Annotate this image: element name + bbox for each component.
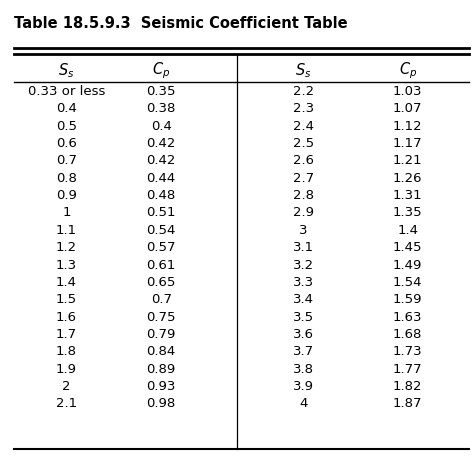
- Text: 0.6: 0.6: [56, 137, 77, 150]
- Text: 1.1: 1.1: [56, 224, 77, 237]
- Text: 0.75: 0.75: [146, 311, 176, 324]
- Text: 2.3: 2.3: [293, 102, 314, 115]
- Text: 1.49: 1.49: [393, 259, 422, 271]
- Text: 0.65: 0.65: [146, 276, 176, 289]
- Text: $\mathit{S_s}$: $\mathit{S_s}$: [295, 62, 311, 80]
- Text: 3: 3: [299, 224, 308, 237]
- Text: 1.31: 1.31: [393, 189, 422, 202]
- Text: 0.42: 0.42: [146, 154, 176, 167]
- Text: 2.8: 2.8: [293, 189, 314, 202]
- Text: 0.79: 0.79: [146, 328, 176, 341]
- Text: 4: 4: [299, 398, 308, 410]
- Text: 2.6: 2.6: [293, 154, 314, 167]
- Text: 2.9: 2.9: [293, 207, 314, 219]
- Text: 1.82: 1.82: [393, 380, 422, 393]
- Text: 1.63: 1.63: [393, 311, 422, 324]
- Text: 2.4: 2.4: [293, 120, 314, 133]
- Text: 3.8: 3.8: [293, 363, 314, 376]
- Text: 1: 1: [62, 207, 71, 219]
- Text: 0.61: 0.61: [146, 259, 176, 271]
- Text: 0.54: 0.54: [146, 224, 176, 237]
- Text: 0.4: 0.4: [151, 120, 172, 133]
- Text: 0.33 or less: 0.33 or less: [27, 85, 105, 98]
- Text: 0.48: 0.48: [146, 189, 176, 202]
- Text: 1.17: 1.17: [393, 137, 422, 150]
- Text: 1.7: 1.7: [56, 328, 77, 341]
- Text: 1.35: 1.35: [393, 207, 422, 219]
- Text: 0.38: 0.38: [146, 102, 176, 115]
- Text: 0.7: 0.7: [151, 293, 172, 306]
- Text: 0.57: 0.57: [146, 241, 176, 254]
- Text: 3.6: 3.6: [293, 328, 314, 341]
- Text: 0.93: 0.93: [146, 380, 176, 393]
- Text: 2.1: 2.1: [56, 398, 77, 410]
- Text: 0.84: 0.84: [146, 345, 176, 358]
- Text: 1.26: 1.26: [393, 172, 422, 185]
- Text: 3.9: 3.9: [293, 380, 314, 393]
- Text: 1.77: 1.77: [393, 363, 422, 376]
- Text: 2.2: 2.2: [293, 85, 314, 98]
- Text: 1.5: 1.5: [56, 293, 77, 306]
- Text: 1.9: 1.9: [56, 363, 77, 376]
- Text: 1.59: 1.59: [393, 293, 422, 306]
- Text: 0.89: 0.89: [146, 363, 176, 376]
- Text: 0.5: 0.5: [56, 120, 77, 133]
- Text: 1.8: 1.8: [56, 345, 77, 358]
- Text: 1.21: 1.21: [393, 154, 422, 167]
- Text: 2.5: 2.5: [293, 137, 314, 150]
- Text: 1.07: 1.07: [393, 102, 422, 115]
- Text: 0.35: 0.35: [146, 85, 176, 98]
- Text: 3.3: 3.3: [293, 276, 314, 289]
- Text: 0.44: 0.44: [146, 172, 176, 185]
- Text: 0.9: 0.9: [56, 189, 77, 202]
- Text: 1.03: 1.03: [393, 85, 422, 98]
- Text: $\mathit{C_p}$: $\mathit{C_p}$: [152, 60, 170, 81]
- Text: 0.7: 0.7: [56, 154, 77, 167]
- Text: 0.51: 0.51: [146, 207, 176, 219]
- Text: 1.87: 1.87: [393, 398, 422, 410]
- Text: 1.4: 1.4: [397, 224, 418, 237]
- Text: 3.1: 3.1: [293, 241, 314, 254]
- Text: 2: 2: [62, 380, 71, 393]
- Text: 0.42: 0.42: [146, 137, 176, 150]
- Text: $\mathit{C_p}$: $\mathit{C_p}$: [399, 60, 417, 81]
- Text: 1.3: 1.3: [56, 259, 77, 271]
- Text: 1.54: 1.54: [393, 276, 422, 289]
- Text: 3.7: 3.7: [293, 345, 314, 358]
- Text: 1.4: 1.4: [56, 276, 77, 289]
- Text: Table 18.5.9.3  Seismic Coefficient Table: Table 18.5.9.3 Seismic Coefficient Table: [14, 16, 348, 31]
- Text: 0.8: 0.8: [56, 172, 77, 185]
- Text: 0.98: 0.98: [146, 398, 176, 410]
- Text: 1.68: 1.68: [393, 328, 422, 341]
- Text: 1.45: 1.45: [393, 241, 422, 254]
- Text: 0.4: 0.4: [56, 102, 77, 115]
- Text: 1.73: 1.73: [393, 345, 422, 358]
- Text: 2.7: 2.7: [293, 172, 314, 185]
- Text: 1.2: 1.2: [56, 241, 77, 254]
- Text: 1.6: 1.6: [56, 311, 77, 324]
- Text: 3.4: 3.4: [293, 293, 314, 306]
- Text: $\mathit{S_s}$: $\mathit{S_s}$: [58, 62, 74, 80]
- Text: 1.12: 1.12: [393, 120, 422, 133]
- Text: 3.5: 3.5: [293, 311, 314, 324]
- Text: 3.2: 3.2: [293, 259, 314, 271]
